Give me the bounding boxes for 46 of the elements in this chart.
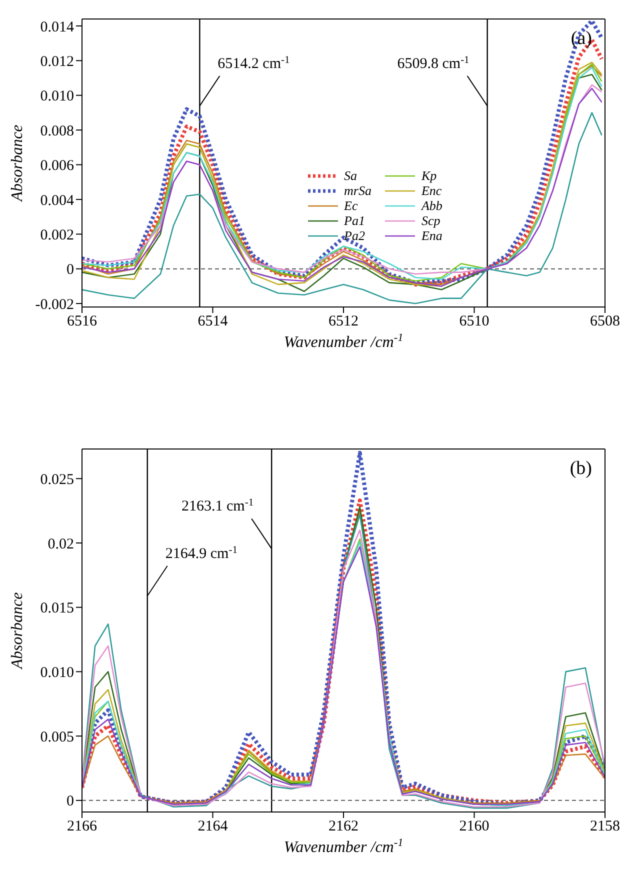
y-tick-label: 0.005 bbox=[40, 729, 74, 746]
annotation: (b) bbox=[570, 458, 592, 480]
legend-label: Pa1 bbox=[344, 212, 365, 228]
legend-label: Ena bbox=[421, 228, 442, 244]
x-tick-label: 6508 bbox=[590, 314, 620, 330]
x-axis-title: Wavenumber /cm$^{-1}$ bbox=[284, 837, 404, 856]
y-tick-label: 0 bbox=[66, 794, 74, 810]
y-tick-label: 0.006 bbox=[40, 158, 74, 174]
y-tick-label: 0.015 bbox=[40, 600, 74, 617]
legend-label: Sa bbox=[344, 168, 357, 184]
y-axis-title: Absorbance bbox=[9, 124, 26, 202]
y-tick-label: 0 bbox=[66, 262, 74, 278]
legend-label: mrSa bbox=[344, 182, 372, 198]
y-tick-label: 0.012 bbox=[40, 54, 74, 70]
ref-line-label: 6509.8 cm$^{-1}$ bbox=[397, 54, 470, 72]
y-tick-label: 0.025 bbox=[40, 472, 74, 488]
y-tick-label: 0.010 bbox=[40, 88, 74, 105]
y-tick-label: 0.014 bbox=[40, 19, 74, 36]
x-tick-label: 6516 bbox=[67, 314, 98, 330]
ref-line-label: 6514.2 cm$^{-1}$ bbox=[218, 54, 290, 72]
ref-line-label: 2164.9 cm$^{-1}$ bbox=[165, 544, 238, 562]
legend-label: Pa2 bbox=[344, 228, 365, 244]
x-tick-label: 2160 bbox=[459, 818, 490, 835]
x-tick-label: 2158 bbox=[590, 818, 620, 835]
x-tick-label: 6514 bbox=[198, 314, 228, 330]
legend-label: Ec bbox=[344, 198, 358, 214]
line-series bbox=[82, 112, 602, 304]
y-tick-label: -0.002 bbox=[35, 296, 74, 313]
x-tick-label: 2164 bbox=[198, 818, 228, 835]
y-tick-label: 0.010 bbox=[40, 665, 74, 682]
y-tick-label: 0.02 bbox=[48, 536, 74, 552]
legend-label: Enc bbox=[421, 182, 442, 198]
annotation: (a) bbox=[570, 28, 592, 50]
x-tick-label: 6510 bbox=[459, 314, 490, 330]
y-tick-label: 0.002 bbox=[40, 227, 74, 244]
x-tick-label: 6512 bbox=[328, 314, 358, 330]
y-tick-label: 0.008 bbox=[40, 123, 74, 140]
x-axis-title: Wavenumber /cm$^{-1}$ bbox=[284, 332, 404, 351]
x-tick-label: 2166 bbox=[67, 818, 98, 835]
legend-label: Scp bbox=[421, 212, 440, 228]
ref-line-label: 2163.1 cm$^{-1}$ bbox=[182, 497, 254, 515]
x-tick-label: 2162 bbox=[328, 818, 358, 835]
legend-label: Abb bbox=[421, 198, 442, 214]
y-tick-label: 0.004 bbox=[40, 192, 74, 209]
y-axis-title: Absorbance bbox=[9, 592, 26, 670]
legend-label: Kp bbox=[421, 168, 437, 184]
